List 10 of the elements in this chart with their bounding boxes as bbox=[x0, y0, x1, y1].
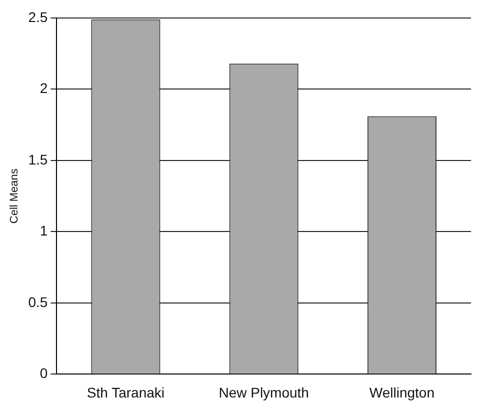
y-tick-label: 0 bbox=[40, 365, 48, 382]
y-tick-label: 2 bbox=[40, 80, 48, 96]
x-tick-label: Sth Taranaki bbox=[86, 384, 165, 400]
y-tick-label: 2.5 bbox=[28, 8, 48, 25]
x-tick-label: New Plymouth bbox=[218, 384, 309, 400]
y-tick-label: 1 bbox=[40, 222, 48, 239]
x-tick-label: Wellington bbox=[369, 384, 435, 400]
y-tick-label: 1.5 bbox=[28, 151, 48, 168]
y-tick-label: 0.5 bbox=[28, 294, 48, 310]
y-axis-title: Cell Means bbox=[8, 168, 21, 224]
